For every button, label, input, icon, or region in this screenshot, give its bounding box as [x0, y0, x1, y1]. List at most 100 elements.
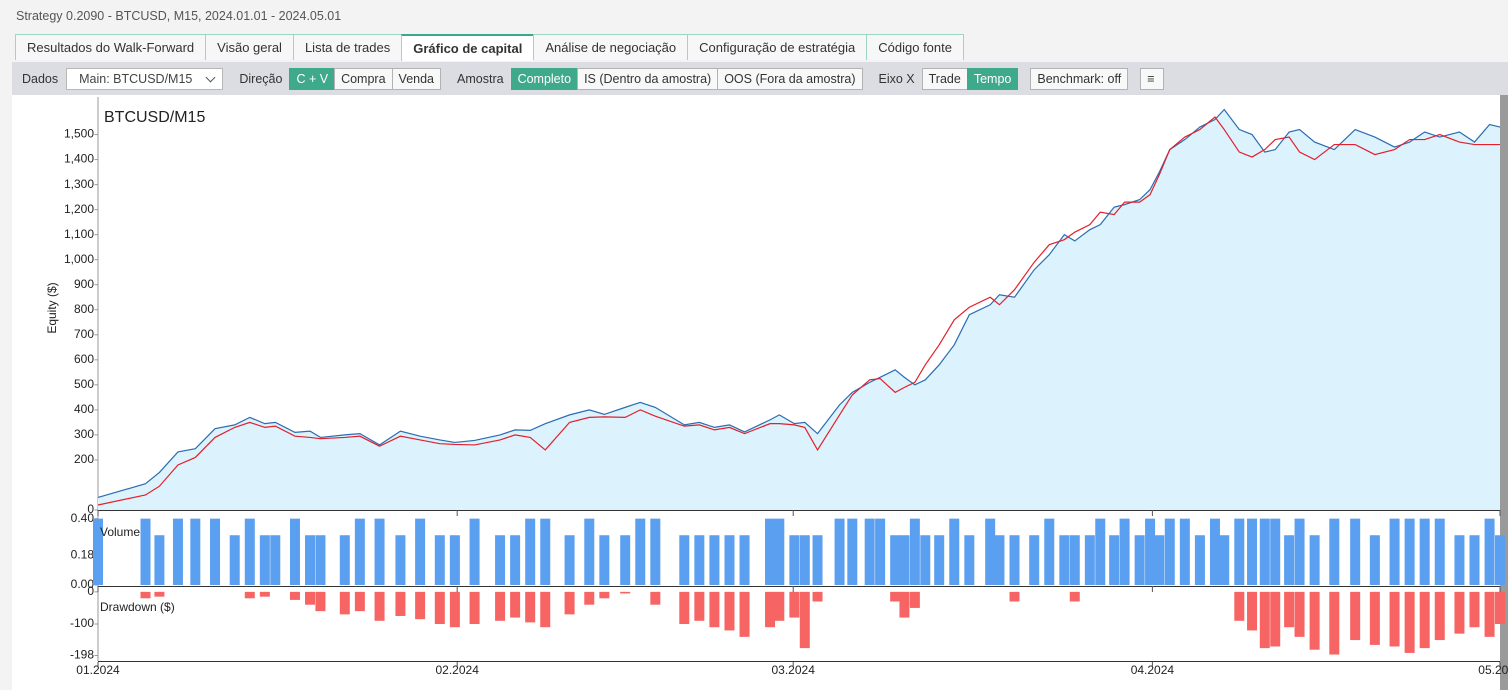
- bar: [259, 535, 270, 585]
- bar: [1495, 591, 1505, 624]
- bar: [620, 535, 631, 585]
- bar: [525, 518, 536, 585]
- bar: [510, 535, 521, 585]
- x-tick-label: 02.2024: [435, 663, 479, 677]
- bar: [765, 518, 776, 585]
- equity-area: [98, 109, 1500, 511]
- benchmark-button[interactable]: Benchmark: off: [1030, 67, 1129, 90]
- bar: [1369, 535, 1380, 585]
- bar: [584, 518, 595, 585]
- tab[interactable]: Configuração de estratégia: [687, 34, 867, 60]
- bar: [650, 591, 661, 605]
- bar: [1134, 535, 1145, 585]
- bar: [584, 591, 595, 605]
- bar: [1247, 518, 1258, 585]
- bar: [1389, 518, 1400, 585]
- bar: [1329, 518, 1340, 585]
- toggle-button[interactable]: IS (Dentro da amostra): [577, 67, 719, 90]
- bar: [140, 591, 151, 599]
- bar: [315, 535, 326, 585]
- window-title: Strategy 0.2090 - BTCUSD, M15, 2024.01.0…: [16, 9, 342, 23]
- bar: [374, 591, 385, 621]
- button-group: Completo IS (Dentro da amostra) OOS (Fora …: [510, 67, 863, 90]
- bar: [1495, 535, 1505, 585]
- bar: [540, 591, 551, 628]
- toolbar: Dados Main: BTCUSD/M15 Direção C + V Comp…: [12, 62, 1508, 95]
- bar: [709, 535, 720, 585]
- tab[interactable]: Lista de trades: [292, 34, 402, 60]
- bar: [1389, 591, 1400, 647]
- y-tick-label: 0.00: [71, 577, 95, 591]
- toggle-button[interactable]: Tempo: [966, 67, 1019, 90]
- menu-button[interactable]: ≡: [1140, 67, 1165, 90]
- bar: [339, 591, 350, 615]
- y-tick-label: -198: [70, 648, 94, 662]
- y-tick-label: 0.18: [71, 547, 95, 561]
- bar: [154, 591, 165, 597]
- scrollbar: [1500, 95, 1508, 690]
- bar: [964, 535, 975, 585]
- toggle-button[interactable]: Venda: [391, 67, 442, 90]
- tab[interactable]: Resultados do Walk-Forward: [15, 34, 206, 60]
- bar: [495, 591, 506, 621]
- bar: [899, 591, 910, 618]
- bar: [679, 535, 690, 585]
- label: Amostra: [457, 71, 504, 86]
- bar: [339, 535, 350, 585]
- toggle-button[interactable]: OOS (Fora da amostra): [717, 67, 863, 90]
- bar: [789, 591, 800, 618]
- toggle-button[interactable]: Compra: [334, 67, 393, 90]
- bar: [395, 535, 406, 585]
- bar: [1404, 518, 1415, 585]
- x-tick-label: 05.2024: [1478, 663, 1508, 677]
- tab-bar: Resultados do Walk-Forward Visão geral Lis…: [15, 34, 964, 61]
- bar: [635, 518, 646, 585]
- bar: [1454, 591, 1465, 634]
- bar: [864, 518, 875, 585]
- bar: [1484, 591, 1495, 637]
- bar: [694, 535, 705, 585]
- data-select[interactable]: Main: BTCUSD/M15: [66, 67, 224, 90]
- toggle-button[interactable]: Trade: [921, 67, 968, 90]
- bar: [709, 591, 720, 628]
- bar: [305, 591, 316, 605]
- bar: [495, 535, 506, 585]
- bar: [1009, 535, 1020, 585]
- bar: [724, 535, 735, 585]
- toggle-button[interactable]: C + V: [289, 67, 336, 90]
- label: Dados: [22, 71, 59, 86]
- bar: [1247, 591, 1258, 631]
- bar: [599, 591, 610, 599]
- tab[interactable]: Código fonte: [866, 34, 964, 60]
- bar: [1234, 591, 1245, 621]
- y-tick-label: 1,000: [64, 252, 94, 266]
- y-tick-label: -100: [70, 616, 94, 630]
- tab[interactable]: Gráfico de capital: [401, 34, 534, 61]
- bar: [799, 535, 810, 585]
- bar: [354, 518, 365, 585]
- bar: [765, 591, 776, 628]
- bar: [1145, 518, 1156, 585]
- bar: [510, 591, 521, 618]
- bar: [395, 591, 406, 616]
- bar: [834, 518, 845, 585]
- toggle-button[interactable]: Completo: [510, 67, 579, 90]
- bar: [1419, 518, 1430, 585]
- bar: [244, 518, 255, 585]
- chart: BTCUSD/M15 Equity ($) 2024 0200300400500…: [12, 95, 1508, 690]
- bar: [739, 591, 750, 637]
- label: Eixo X: [878, 71, 915, 86]
- bar: [434, 535, 445, 585]
- bar: [1259, 518, 1270, 585]
- y-tick-label: 1,200: [64, 202, 94, 216]
- bar: [799, 591, 810, 649]
- bar: [1194, 535, 1205, 585]
- label: Direção: [239, 71, 283, 86]
- tab[interactable]: Análise de negociação: [533, 34, 688, 60]
- bar: [934, 535, 945, 585]
- tab[interactable]: Visão geral: [205, 34, 293, 60]
- y-tick-label: 800: [74, 302, 94, 316]
- bar: [1309, 591, 1320, 650]
- bar: [415, 591, 426, 620]
